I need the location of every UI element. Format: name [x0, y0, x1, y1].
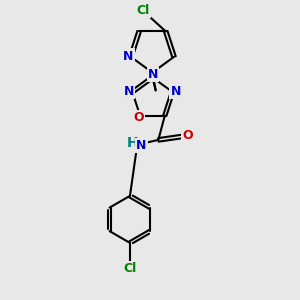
Text: N: N	[123, 50, 134, 62]
Text: N: N	[170, 85, 181, 98]
Text: N: N	[136, 139, 146, 152]
Text: O: O	[182, 129, 193, 142]
Text: Cl: Cl	[123, 262, 136, 275]
Text: N: N	[124, 85, 134, 98]
Text: N: N	[148, 68, 158, 81]
Text: H: H	[127, 136, 138, 150]
Text: O: O	[133, 112, 144, 124]
Text: Cl: Cl	[136, 4, 150, 17]
